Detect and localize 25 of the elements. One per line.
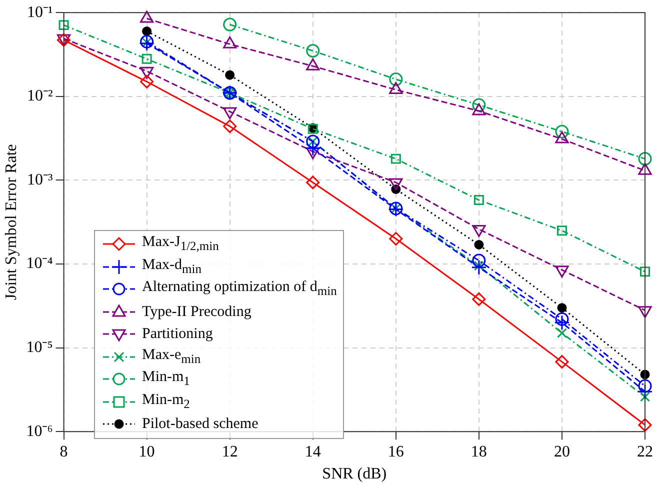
y-axis-title: Joint Symbol Error Rate: [2, 144, 20, 300]
x-tick-label: 16: [388, 443, 404, 460]
y-tick-label: 10⁻²: [26, 88, 53, 105]
legend-label: Max-e$_{min}$: [142, 346, 201, 367]
legend-label: Min-m$_{1}$: [142, 369, 190, 390]
x-tick-label: 20: [554, 443, 570, 460]
x-tick-label: 10: [138, 443, 155, 460]
y-tick-label: 10⁻¹: [26, 4, 53, 21]
y-tick-label: 10⁻⁴: [26, 255, 54, 272]
x-axis-title: SNR (dB): [322, 466, 387, 483]
y-tick-label: 10⁻⁶: [26, 422, 53, 440]
legend-label: Type-II Precoding: [142, 304, 252, 320]
legend-label: Max-J$_{1/2,min}$: [142, 234, 219, 254]
legend-label: Alternating optimization of d$_{min}$: [142, 279, 337, 300]
x-tick-label: 18: [470, 443, 487, 460]
x-tick-label: 14: [304, 443, 321, 460]
legend-label: Partitioning: [142, 326, 213, 342]
x-tick-label: 12: [222, 443, 238, 460]
y-tick-label: 10⁻³: [26, 171, 53, 188]
legend-label: Min-m$_{2}$: [142, 392, 190, 412]
y-tick-label: 10⁻⁵: [26, 339, 53, 356]
x-tick-label: 8: [60, 443, 68, 460]
legend-label: Max-d$_{min}$: [142, 256, 202, 277]
x-tick-label: 22: [637, 443, 653, 460]
legend-label: Pilot-based scheme: [142, 416, 258, 432]
